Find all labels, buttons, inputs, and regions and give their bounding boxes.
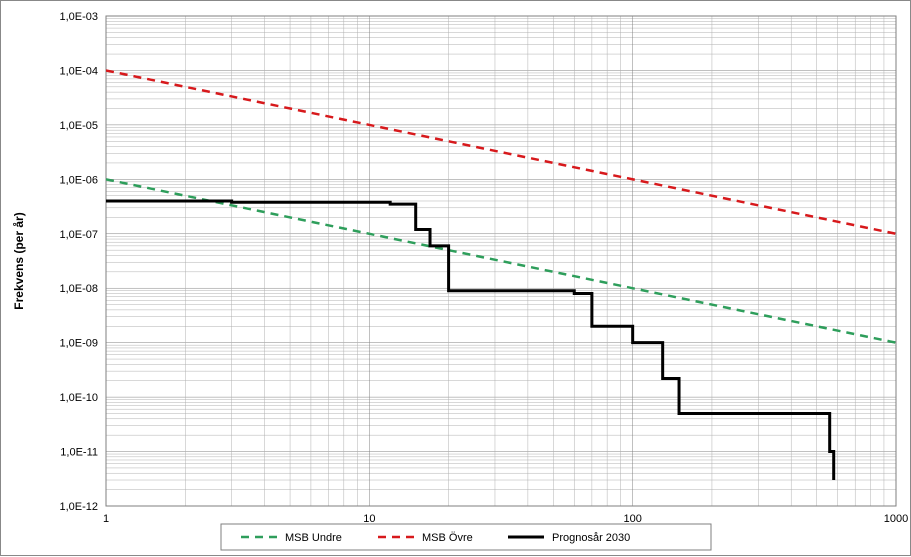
y-tick-label: 1,0E-10	[59, 392, 98, 404]
y-tick-label: 1,0E-12	[59, 501, 98, 513]
x-tick-label: 100	[623, 513, 641, 525]
y-tick-label: 1,0E-09	[59, 338, 98, 350]
y-tick-label: 1,0E-03	[59, 11, 98, 23]
x-tick-label: 10	[363, 513, 375, 525]
fn-chart: 1,0E-12 1,0E-11 1,0E-10 1,0E-09 1,0E-08 1,0E-…	[0, 0, 911, 556]
y-tick-label: 1,0E-05	[59, 120, 98, 132]
x-tick-label: 1000	[884, 513, 908, 525]
y-tick-label: 1,0E-06	[59, 174, 98, 186]
x-tick-label: 1	[103, 513, 109, 525]
y-tick-label: 1,0E-11	[60, 447, 98, 459]
y-tick-label: 1,0E-04	[59, 65, 98, 77]
chart-svg: 1,0E-12 1,0E-11 1,0E-10 1,0E-09 1,0E-08 1,0E-…	[1, 1, 911, 557]
legend-label: MSB Undre	[285, 532, 342, 544]
y-axis-label: Frekvens (per år)	[12, 212, 26, 309]
y-tick-label: 1,0E-08	[59, 283, 98, 295]
legend-label: Prognosår 2030	[552, 532, 630, 544]
legend: MSB Undre MSB Övre Prognosår 2030	[221, 524, 711, 550]
y-tick-label: 1,0E-07	[59, 229, 98, 241]
legend-label: MSB Övre	[422, 532, 473, 544]
